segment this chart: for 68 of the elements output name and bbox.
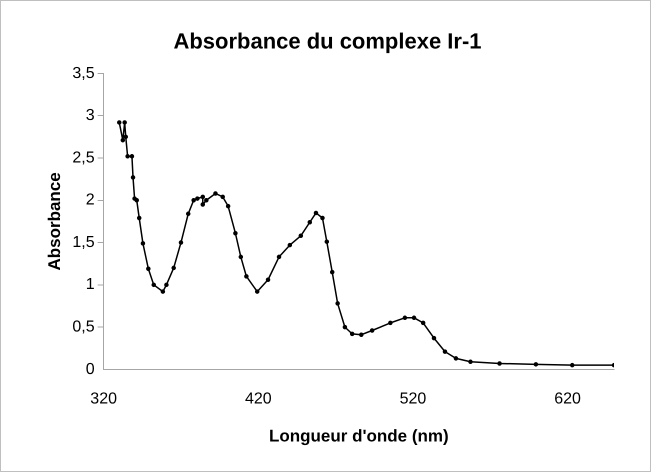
y-tick-label: 2,5 — [72, 149, 95, 166]
point — [125, 154, 130, 159]
point — [570, 362, 574, 368]
point — [298, 234, 304, 238]
y-axis-title: Absorbance — [44, 172, 64, 271]
point — [195, 196, 200, 201]
y-tick-label: 3 — [86, 107, 95, 124]
y-tick-label: 3,5 — [72, 64, 95, 82]
point — [164, 282, 169, 288]
point — [412, 316, 416, 320]
point — [226, 204, 230, 208]
point — [320, 216, 325, 220]
point — [140, 241, 146, 246]
chart-title: Absorbance du complexe Ir-1 — [173, 28, 482, 54]
point — [454, 356, 458, 361]
point — [342, 324, 348, 330]
point — [335, 301, 340, 306]
point — [146, 266, 151, 272]
point — [402, 316, 408, 320]
point — [370, 328, 374, 333]
y-tick-label: 2 — [86, 192, 95, 209]
y-tick-label: 0,5 — [72, 318, 95, 336]
point — [432, 336, 436, 340]
y-tick-label: 0 — [86, 360, 95, 378]
point — [213, 191, 218, 196]
point — [308, 220, 312, 224]
point — [276, 254, 282, 260]
x-tick-label: 420 — [244, 390, 272, 408]
point — [244, 274, 249, 279]
point — [442, 349, 448, 354]
point — [220, 194, 225, 200]
point — [350, 332, 354, 336]
point — [238, 254, 244, 260]
point — [130, 175, 136, 180]
point — [130, 154, 134, 159]
point — [314, 210, 318, 216]
y-tick-label: 1,5 — [72, 234, 95, 251]
point — [200, 194, 206, 200]
x-axis-title: Longueur d'onde (nm) — [268, 426, 449, 446]
point — [233, 230, 238, 236]
point — [152, 282, 156, 288]
point — [178, 240, 184, 245]
point — [117, 120, 122, 125]
x-tick-label: 520 — [400, 390, 426, 408]
point — [468, 360, 473, 364]
point — [200, 202, 206, 207]
point — [186, 212, 190, 216]
y-tick-label: 1 — [86, 276, 95, 294]
point — [171, 266, 176, 270]
point — [122, 120, 127, 125]
point — [204, 198, 209, 203]
point — [359, 332, 364, 337]
point — [497, 361, 502, 366]
point — [324, 239, 330, 244]
point — [534, 362, 538, 367]
point — [330, 270, 334, 274]
point — [136, 216, 142, 220]
point — [254, 289, 260, 294]
point — [120, 138, 126, 142]
x-tick-label: 620 — [554, 390, 582, 408]
point — [191, 198, 196, 203]
point — [124, 134, 128, 140]
point — [160, 289, 166, 294]
x-tick-label: 320 — [90, 390, 118, 408]
point — [388, 320, 393, 326]
point — [288, 242, 292, 248]
point — [266, 278, 270, 282]
point — [420, 320, 426, 326]
